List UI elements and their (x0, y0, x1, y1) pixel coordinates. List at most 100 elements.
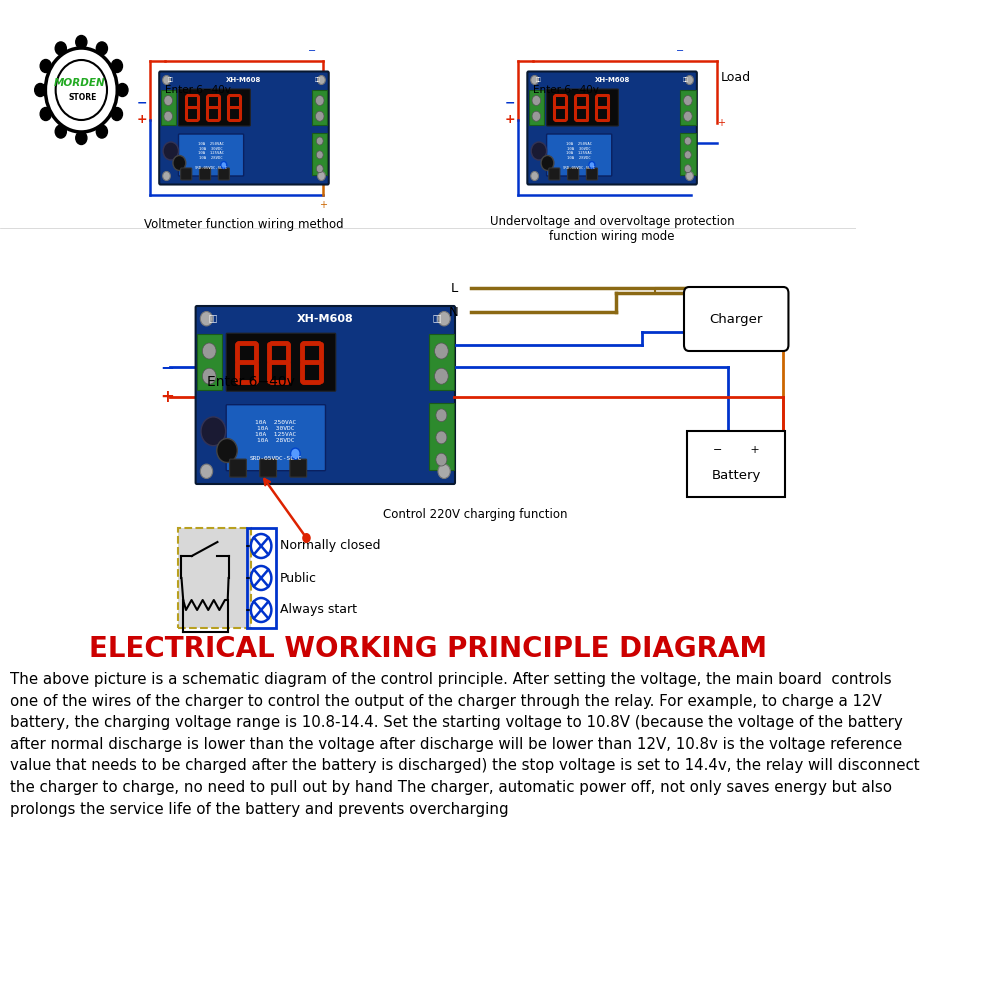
Text: 输出: 输出 (314, 77, 320, 82)
FancyBboxPatch shape (527, 72, 697, 185)
Circle shape (531, 75, 538, 85)
Circle shape (251, 598, 271, 622)
Text: 输出: 输出 (433, 314, 442, 323)
Text: 电源: 电源 (209, 314, 218, 323)
Circle shape (532, 95, 541, 105)
Circle shape (173, 156, 186, 171)
Text: L: L (451, 282, 458, 294)
Circle shape (96, 42, 107, 55)
Circle shape (302, 533, 311, 543)
FancyBboxPatch shape (178, 89, 250, 126)
FancyBboxPatch shape (226, 333, 336, 391)
FancyBboxPatch shape (547, 134, 612, 176)
Text: 电源: 电源 (168, 77, 174, 82)
Text: −: − (505, 96, 515, 109)
Circle shape (316, 137, 323, 145)
Text: +: + (319, 200, 327, 210)
FancyBboxPatch shape (181, 168, 192, 180)
Circle shape (96, 125, 107, 138)
Text: 输出: 输出 (682, 77, 688, 82)
Text: Public: Public (280, 572, 317, 584)
Circle shape (164, 111, 172, 121)
Text: +: + (160, 388, 174, 406)
Circle shape (251, 534, 271, 558)
Circle shape (202, 368, 216, 384)
FancyBboxPatch shape (687, 431, 785, 497)
Bar (312, 133, 327, 175)
Text: −: − (136, 96, 147, 109)
FancyBboxPatch shape (547, 89, 618, 126)
Circle shape (76, 132, 87, 145)
Text: XH-M608: XH-M608 (226, 77, 262, 83)
Circle shape (531, 142, 547, 160)
Circle shape (435, 368, 448, 384)
FancyBboxPatch shape (684, 287, 788, 351)
Text: SRD-05VDC-SL-C: SRD-05VDC-SL-C (563, 166, 596, 170)
Circle shape (202, 343, 216, 359)
Bar (429, 334, 454, 390)
Circle shape (163, 75, 170, 85)
Circle shape (251, 566, 271, 590)
Circle shape (315, 111, 324, 121)
Circle shape (200, 312, 213, 326)
Circle shape (56, 60, 107, 120)
Bar (197, 334, 222, 390)
Bar (680, 133, 696, 175)
Circle shape (589, 161, 595, 168)
Text: +: + (136, 113, 147, 126)
Text: N: N (448, 306, 458, 318)
Circle shape (436, 431, 447, 444)
Circle shape (684, 165, 691, 173)
Circle shape (438, 312, 450, 326)
FancyBboxPatch shape (178, 134, 244, 176)
Circle shape (55, 42, 66, 55)
Text: Battery: Battery (712, 469, 761, 482)
Text: The above picture is a schematic diagram of the control principle. After setting: The above picture is a schematic diagram… (10, 672, 920, 817)
Circle shape (686, 172, 693, 180)
Text: +: + (504, 113, 515, 126)
Text: Undervoltage and overvoltage protection
function wiring mode: Undervoltage and overvoltage protection … (490, 215, 734, 243)
Circle shape (163, 142, 178, 160)
Bar (161, 90, 176, 125)
Text: SRD-05VDC-SL-C: SRD-05VDC-SL-C (250, 456, 302, 461)
Text: Enter 6−40v: Enter 6−40v (207, 375, 295, 389)
Circle shape (684, 95, 692, 105)
Circle shape (531, 172, 538, 180)
Circle shape (436, 453, 447, 466)
Circle shape (541, 156, 554, 171)
Text: +: + (717, 118, 725, 128)
FancyBboxPatch shape (586, 168, 598, 180)
Text: −: − (160, 358, 174, 376)
Text: XH-M608: XH-M608 (297, 314, 354, 324)
Circle shape (686, 75, 693, 85)
FancyBboxPatch shape (230, 459, 246, 477)
Text: −        +: − + (713, 445, 760, 455)
Circle shape (435, 343, 448, 359)
Text: STORE: STORE (69, 93, 97, 102)
Circle shape (436, 409, 447, 422)
FancyBboxPatch shape (568, 168, 579, 180)
Circle shape (164, 95, 172, 105)
Text: Voltmeter function wiring method: Voltmeter function wiring method (144, 218, 344, 231)
Circle shape (163, 172, 170, 180)
Circle shape (76, 35, 87, 48)
Circle shape (684, 137, 691, 145)
Text: Enter 6−40v: Enter 6−40v (165, 85, 231, 95)
Circle shape (318, 172, 325, 180)
Bar (529, 90, 544, 125)
Text: −: − (308, 46, 316, 56)
Text: 10A  250VAC
10A  30VDC
10A  125VAC
10A  28VDC: 10A 250VAC 10A 30VDC 10A 125VAC 10A 28VD… (255, 420, 296, 442)
Circle shape (55, 125, 66, 138)
Circle shape (315, 95, 324, 105)
Circle shape (217, 438, 237, 462)
Text: MORDEN: MORDEN (54, 78, 105, 88)
Text: XH-M608: XH-M608 (594, 77, 630, 83)
FancyBboxPatch shape (159, 72, 329, 185)
Circle shape (316, 151, 323, 159)
Bar (680, 90, 696, 125)
Circle shape (316, 165, 323, 173)
Text: Always start: Always start (280, 603, 357, 616)
Circle shape (438, 464, 450, 479)
Circle shape (117, 84, 128, 97)
Circle shape (200, 464, 213, 479)
